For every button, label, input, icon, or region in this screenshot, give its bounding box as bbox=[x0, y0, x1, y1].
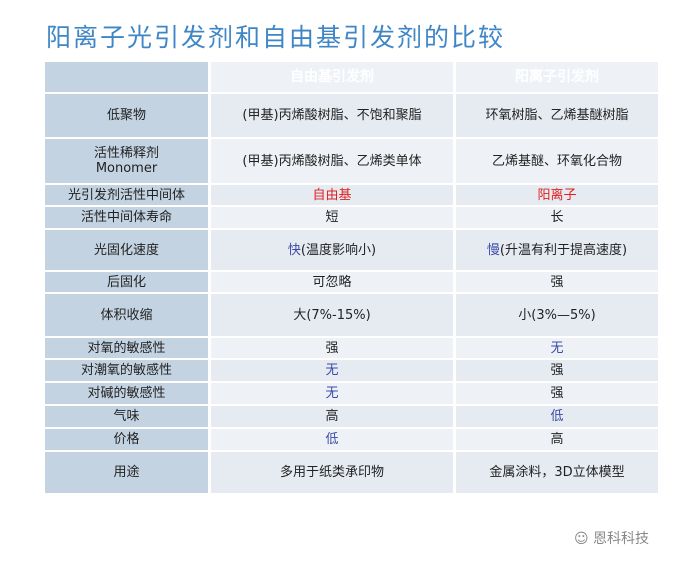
cell-free-radical: 无 bbox=[211, 360, 453, 381]
header-free-radical: 自由基引发剂 bbox=[211, 62, 453, 92]
row-label-en: Monomer bbox=[95, 161, 158, 176]
comparison-table: 自由基引发剂 阳离子引发剂 低聚物 (甲基)丙烯酸树脂、不饱和聚脂 环氧树脂、乙烯基… bbox=[42, 60, 661, 495]
cell-free-radical: 无 bbox=[211, 383, 453, 404]
table-row: 光固化速度 快(温度影响小) 慢(升温有利于提高速度) bbox=[45, 230, 658, 270]
row-label: 用途 bbox=[45, 452, 208, 493]
table-row: 价格低高 bbox=[45, 429, 658, 450]
cell-cationic: 高 bbox=[456, 429, 658, 450]
speed-note: (温度影响小) bbox=[300, 242, 377, 258]
cell-free-radical: 多用于纸类承印物 bbox=[211, 452, 453, 493]
row-label: 光固化速度 bbox=[45, 230, 208, 270]
table-row: 对氧的敏感性强无 bbox=[45, 338, 658, 358]
watermark-text: 恩科科技 bbox=[593, 531, 650, 547]
row-label: 价格 bbox=[45, 429, 208, 450]
cell-cationic: 强 bbox=[456, 383, 658, 404]
row-label: 气味 bbox=[45, 406, 208, 427]
speed-word: 慢 bbox=[486, 242, 500, 258]
cell-cationic: 强 bbox=[456, 360, 658, 381]
cell-free-radical: 低 bbox=[211, 429, 453, 450]
cell-free-radical: (甲基)丙烯酸树脂、乙烯类单体 bbox=[211, 139, 453, 183]
row-label-cn: 活性稀释剂 bbox=[93, 146, 159, 161]
table-row: 对潮氧的敏感性无强 bbox=[45, 360, 658, 381]
row-label: 活性中间体寿命 bbox=[45, 207, 208, 228]
row-label: 低聚物 bbox=[45, 94, 208, 137]
table-row: 体积收缩 大(7%-15%) 小(3%—5%) bbox=[45, 294, 658, 336]
table-row: 活性中间体寿命短长 bbox=[45, 207, 658, 228]
row-label: 对氧的敏感性 bbox=[45, 338, 208, 358]
table-row: 低聚物 (甲基)丙烯酸树脂、不饱和聚脂 环氧树脂、乙烯基醚树脂 bbox=[45, 94, 658, 137]
cell-free-radical: 自由基 bbox=[211, 185, 453, 205]
header-cationic: 阳离子引发剂 bbox=[456, 62, 658, 92]
cell-free-radical: 大(7%-15%) bbox=[211, 294, 453, 336]
row-label: 对潮氧的敏感性 bbox=[45, 360, 208, 381]
cell-cationic: 无 bbox=[456, 338, 658, 358]
table-header-row: 自由基引发剂 阳离子引发剂 bbox=[45, 62, 658, 92]
cell-cationic: 强 bbox=[456, 272, 658, 292]
cell-free-radical: 快(温度影响小) bbox=[211, 230, 453, 270]
table-row: 后固化 可忽略强 bbox=[45, 272, 658, 292]
cell-free-radical: 强 bbox=[211, 338, 453, 358]
speed-word: 快 bbox=[287, 242, 301, 258]
row-label: 活性稀释剂 Monomer bbox=[45, 139, 208, 183]
cell-cationic: 阳离子 bbox=[456, 185, 658, 205]
cell-free-radical: 可忽略 bbox=[211, 272, 453, 292]
speed-note: (升温有利于提高速度) bbox=[499, 242, 628, 258]
cell-cationic: 乙烯基醚、环氧化合物 bbox=[456, 139, 658, 183]
row-label: 光引发剂活性中间体 bbox=[45, 185, 208, 205]
table-row: 气味高低 bbox=[45, 406, 658, 427]
row-label: 体积收缩 bbox=[45, 294, 208, 336]
header-empty bbox=[45, 62, 208, 92]
cell-cationic: 金属涂料，3D立体模型 bbox=[456, 452, 658, 493]
row-label: 后固化 bbox=[45, 272, 208, 292]
wechat-icon: ☺ bbox=[574, 531, 594, 547]
cell-cationic: 环氧树脂、乙烯基醚树脂 bbox=[456, 94, 658, 137]
cell-cationic: 低 bbox=[456, 406, 658, 427]
cell-free-radical: 高 bbox=[211, 406, 453, 427]
watermark: ☺ 恩科科技 bbox=[574, 528, 649, 548]
table-row: 活性稀释剂 Monomer (甲基)丙烯酸树脂、乙烯类单体 乙烯基醚、环氧化合物 bbox=[45, 139, 658, 183]
table-row: 对碱的敏感性无强 bbox=[45, 383, 658, 404]
cell-free-radical: 短 bbox=[211, 207, 453, 228]
row-label: 对碱的敏感性 bbox=[45, 383, 208, 404]
cell-cationic: 慢(升温有利于提高速度) bbox=[456, 230, 658, 270]
table-row: 光引发剂活性中间体 自由基 阳离子 bbox=[45, 185, 658, 205]
table-row: 用途 多用于纸类承印物 金属涂料，3D立体模型 bbox=[45, 452, 658, 493]
page-title: 阳离子光引发剂和自由基引发剂的比较 bbox=[46, 23, 506, 52]
cell-free-radical: (甲基)丙烯酸树脂、不饱和聚脂 bbox=[211, 94, 453, 137]
cell-cationic: 长 bbox=[456, 207, 658, 228]
cell-cationic: 小(3%—5%) bbox=[456, 294, 658, 336]
